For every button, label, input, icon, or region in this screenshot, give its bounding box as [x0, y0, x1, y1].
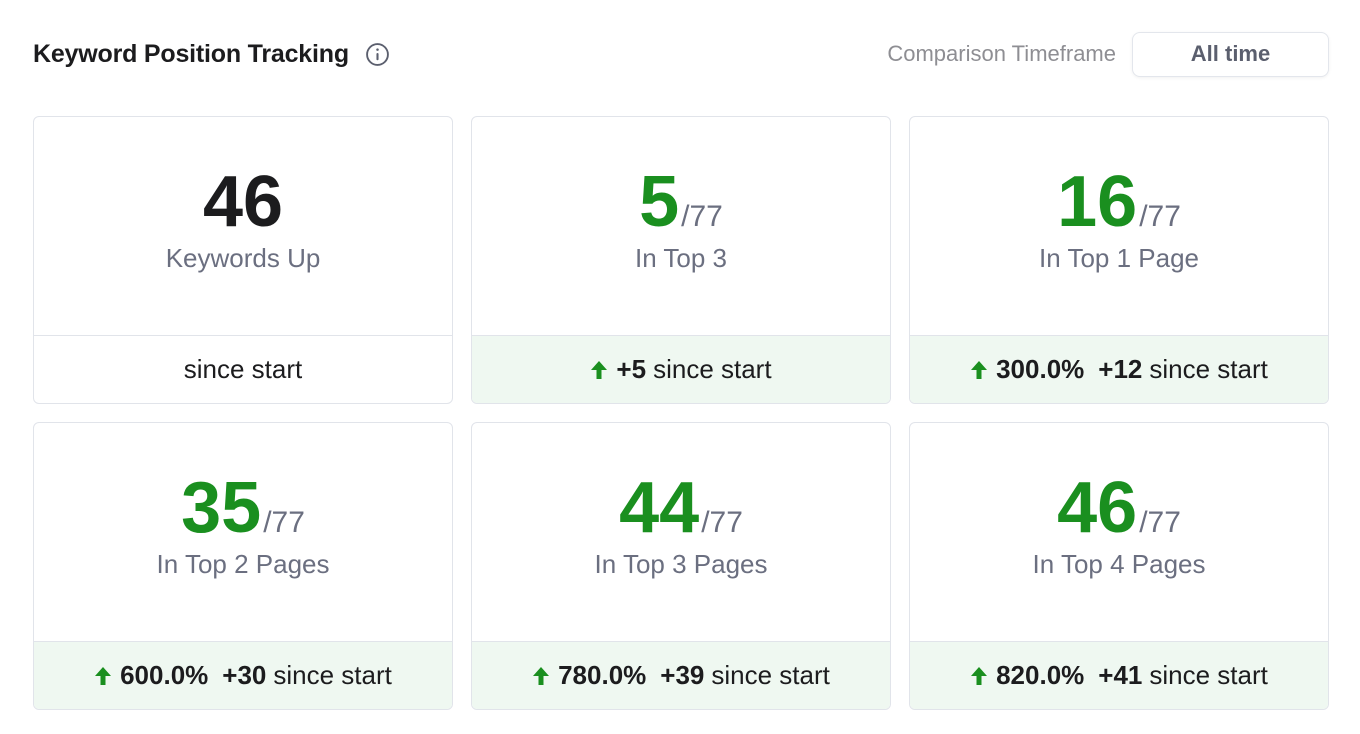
stat-card-top-3: 5 /77 In Top 3 +5 since start	[471, 116, 891, 404]
arrow-up-icon	[970, 666, 988, 686]
stat-card-top-3-pages: 44 /77 In Top 3 Pages 780.0% +39 since s…	[471, 422, 891, 710]
stat-denominator: /77	[1139, 200, 1181, 233]
stat-label: In Top 1 Page	[1039, 243, 1199, 273]
timeframe-select[interactable]: All time	[1132, 31, 1329, 77]
arrow-up-icon	[590, 360, 608, 380]
percent-change: 820.0%	[996, 660, 1085, 690]
since-text: since start	[273, 660, 392, 690]
title-group: Keyword Position Tracking	[33, 40, 390, 69]
stat-denominator: /77	[1139, 506, 1181, 539]
value-line: 46 /77	[1057, 471, 1181, 545]
stat-label: Keywords Up	[165, 243, 321, 273]
percent-change: 600.0%	[120, 660, 209, 690]
card-main: 46 /77 In Top 4 Pages	[910, 423, 1328, 641]
arrow-up-icon	[94, 666, 112, 686]
stat-value: 16	[1057, 162, 1138, 242]
stat-denominator: /77	[263, 506, 305, 539]
value-line: 16 /77	[1057, 165, 1181, 239]
timeframe-group: Comparison Timeframe All time	[887, 31, 1329, 77]
stat-label: In Top 4 Pages	[1032, 549, 1206, 579]
delta-count: +41	[1098, 660, 1143, 690]
info-circle-icon[interactable]	[365, 42, 390, 67]
since-text: since start	[183, 354, 303, 384]
value-line: 35 /77	[181, 471, 305, 545]
card-main: 5 /77 In Top 3	[472, 117, 890, 335]
stat-value: 46	[1057, 468, 1138, 548]
stat-value: 44	[619, 468, 700, 548]
stat-value: 5	[639, 162, 680, 242]
arrow-up-icon	[532, 666, 550, 686]
card-footer: 780.0% +39 since start	[472, 641, 890, 709]
card-main: 16 /77 In Top 1 Page	[910, 117, 1328, 335]
value-line: 46	[203, 165, 283, 239]
value-line: 44 /77	[619, 471, 743, 545]
card-footer: 300.0% +12 since start	[910, 335, 1328, 403]
card-main: 35 /77 In Top 2 Pages	[34, 423, 452, 641]
stats-grid: 46 Keywords Up since start 5 /77 In Top …	[33, 116, 1329, 710]
stat-value: 46	[202, 162, 284, 242]
delta-count: +39	[660, 660, 705, 690]
stat-card-top-1-page: 16 /77 In Top 1 Page 300.0% +12 since st…	[909, 116, 1329, 404]
stat-card-top-2-pages: 35 /77 In Top 2 Pages 600.0% +30 since s…	[33, 422, 453, 710]
since-text: since start	[1149, 354, 1268, 384]
delta-count: +30	[222, 660, 267, 690]
card-footer: since start	[34, 335, 452, 403]
stat-card-keywords-up: 46 Keywords Up since start	[33, 116, 453, 404]
stat-denominator: /77	[701, 506, 743, 539]
delta-count: +5	[616, 354, 647, 384]
stat-label: In Top 3 Pages	[594, 549, 768, 579]
delta-count: +12	[1098, 354, 1143, 384]
card-footer: 820.0% +41 since start	[910, 641, 1328, 709]
header: Keyword Position Tracking Comparison Tim…	[33, 30, 1329, 78]
page-title: Keyword Position Tracking	[33, 39, 349, 68]
percent-change: 300.0%	[996, 354, 1085, 384]
since-text: since start	[1149, 660, 1268, 690]
stat-denominator: /77	[681, 200, 723, 233]
value-line: 5 /77	[639, 165, 723, 239]
stat-card-top-4-pages: 46 /77 In Top 4 Pages 820.0% +41 since s…	[909, 422, 1329, 710]
percent-change: 780.0%	[558, 660, 647, 690]
since-text: since start	[711, 660, 830, 690]
card-footer: +5 since start	[472, 335, 890, 403]
stat-label: In Top 3	[634, 243, 728, 273]
card-main: 46 Keywords Up	[34, 117, 452, 335]
card-footer: 600.0% +30 since start	[34, 641, 452, 709]
stat-label: In Top 2 Pages	[156, 549, 330, 579]
arrow-up-icon	[970, 360, 988, 380]
card-main: 44 /77 In Top 3 Pages	[472, 423, 890, 641]
timeframe-label: Comparison Timeframe	[887, 41, 1116, 66]
stat-value: 35	[181, 468, 262, 548]
since-text: since start	[653, 354, 772, 384]
